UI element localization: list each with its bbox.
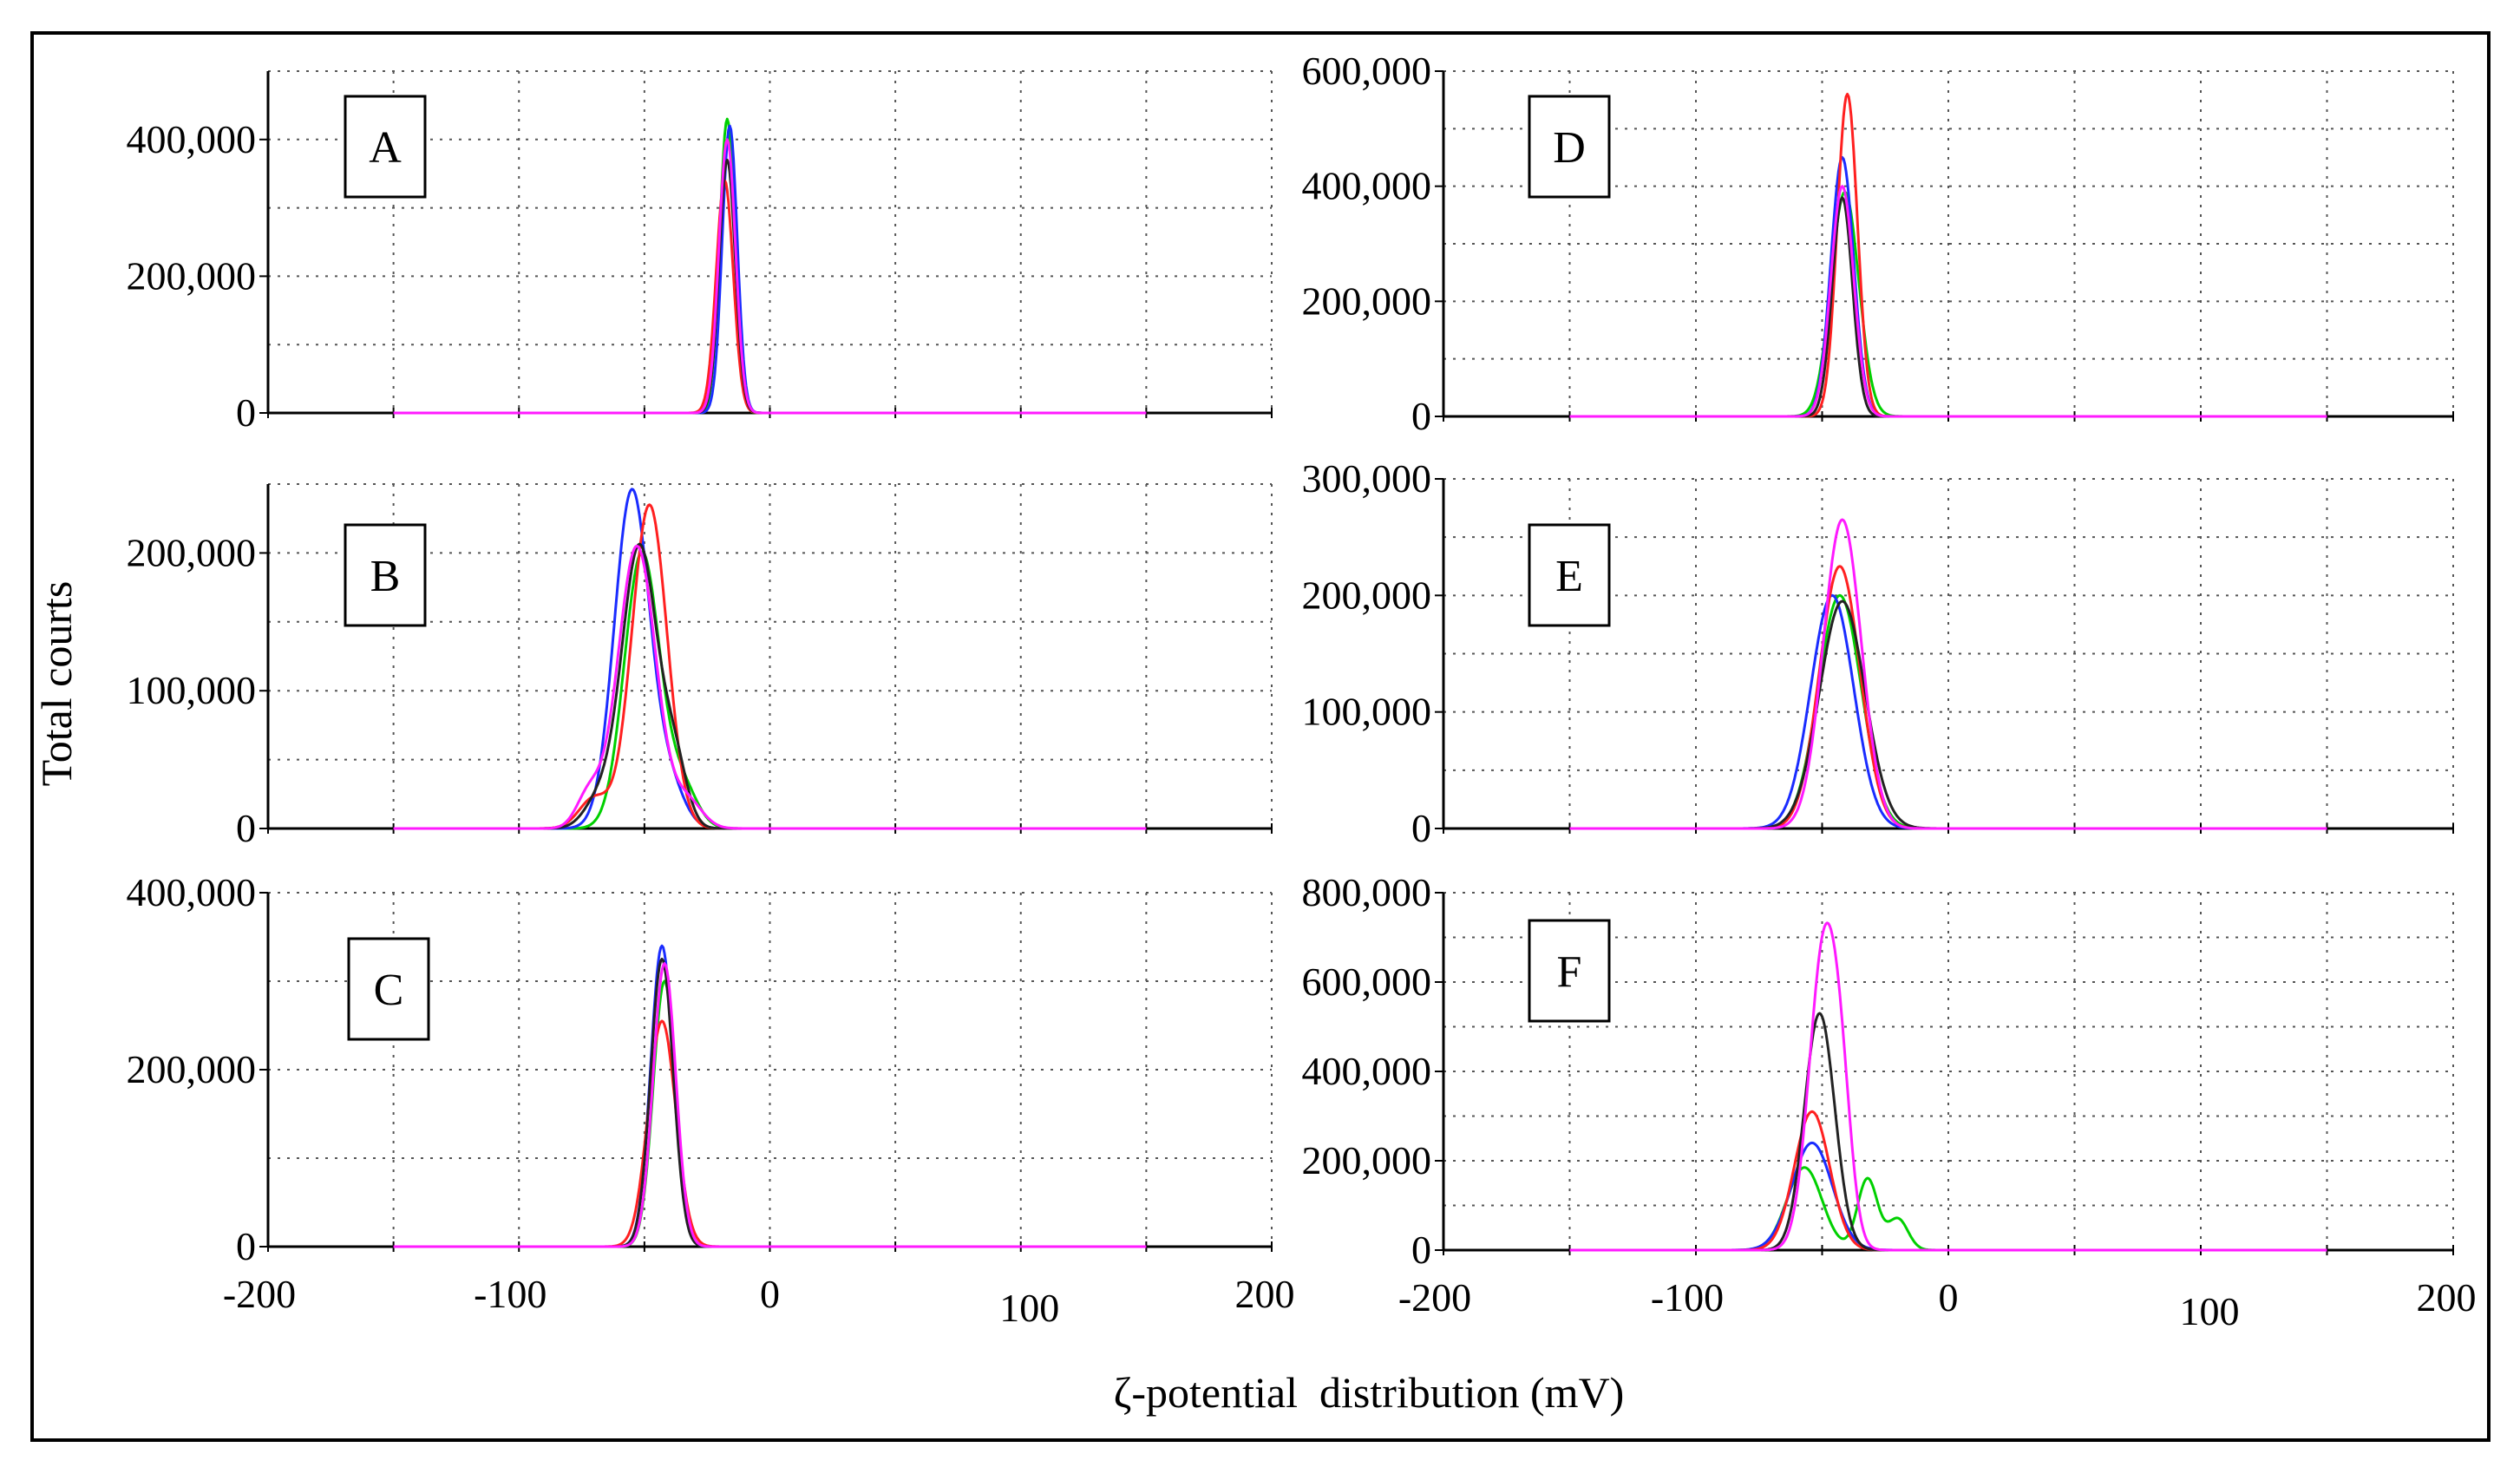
- x-tick-label-c: 200: [1235, 1272, 1295, 1316]
- series-line-b-magenta: [393, 544, 1147, 830]
- panel-label-c: C: [374, 966, 404, 1015]
- y-tick-label-a: 400,000: [127, 117, 257, 161]
- panel-b: 0 100,000 200,000 B: [127, 483, 1273, 850]
- panel-label-box-b: [344, 523, 427, 627]
- x-tick-label-c: -100: [474, 1272, 547, 1316]
- y-tick-label-f: 600,000: [1302, 959, 1432, 1004]
- y-tick-label-c: 400,000: [127, 870, 257, 914]
- panel-label-box-f: [1528, 919, 1611, 1023]
- y-tick-label-b: 0: [236, 806, 256, 850]
- y-tick-label-e: 200,000: [1302, 573, 1432, 617]
- series-line-a-magenta: [393, 138, 1147, 415]
- y-tick-label-e: 300,000: [1302, 456, 1432, 501]
- series-line-f-magenta: [1569, 921, 2327, 1252]
- panel-d: 0 200,000 400,000 600,000 D: [1302, 49, 2454, 438]
- y-tick-label-d: 600,000: [1302, 49, 1432, 93]
- panel-label-box-d: [1528, 95, 1611, 199]
- series-line-c-magenta: [393, 962, 1147, 1248]
- x-tick-label-c: 100: [999, 1286, 1059, 1330]
- y-tick-label-f: 800,000: [1302, 870, 1432, 914]
- x-tick-label-f: -100: [1651, 1275, 1724, 1320]
- panel-label-f: F: [1557, 947, 1582, 997]
- y-tick-label-d: 0: [1411, 394, 1431, 438]
- y-axis-title: Total courts: [32, 581, 81, 787]
- figure-frame: [30, 31, 2491, 1442]
- x-tick-label-c: 0: [760, 1272, 780, 1316]
- y-tick-label-b: 100,000: [127, 668, 257, 712]
- y-tick-label-d: 200,000: [1302, 278, 1432, 323]
- panel-f: 0 200,000 400,000 600,000 800,000 -200 -100 0 10…: [1302, 870, 2477, 1333]
- y-tick-label-c: 200,000: [127, 1047, 257, 1091]
- x-tick-label-f: 100: [2180, 1289, 2240, 1333]
- panel-c: 0 200,000 400,000 -200 -100 0 100 200 C: [127, 870, 1295, 1330]
- x-axis-title: ζ-potential distribution (mV): [1114, 1368, 1625, 1417]
- y-tick-label-a: 0: [236, 390, 256, 435]
- panel-label-a: A: [369, 123, 402, 173]
- y-tick-label-a: 200,000: [127, 253, 257, 298]
- y-tick-label-f: 200,000: [1302, 1138, 1432, 1182]
- panel-label-e: E: [1555, 552, 1583, 601]
- panel-label-d: D: [1553, 123, 1586, 173]
- panel-a: 0 200,000 400,000 A: [127, 70, 1273, 435]
- x-tick-label-f: 200: [2417, 1275, 2477, 1320]
- panel-label-b: B: [370, 552, 401, 601]
- x-tick-label-f: -200: [1398, 1275, 1471, 1320]
- panel-label-box-c: [347, 937, 430, 1041]
- series-line-e-magenta: [1569, 518, 2327, 830]
- panel-e: 0 100,000 200,000 300,000 E: [1302, 456, 2454, 850]
- y-tick-label-b: 200,000: [127, 530, 257, 574]
- y-tick-label-d: 400,000: [1302, 164, 1432, 208]
- y-tick-label-c: 0: [236, 1224, 256, 1268]
- y-tick-label-f: 400,000: [1302, 1049, 1432, 1093]
- panel-label-box-e: [1528, 523, 1611, 627]
- panels-group: 0 200,000 400,000 A 0 100,000 200,000 B 0 200,000…: [127, 49, 2477, 1333]
- x-tick-label-f: 0: [1939, 1275, 1959, 1320]
- y-tick-label-f: 0: [1411, 1228, 1431, 1272]
- series-line-d-magenta: [1569, 185, 2327, 418]
- x-tick-label-c: -200: [223, 1272, 296, 1316]
- y-tick-label-e: 0: [1411, 806, 1431, 850]
- panel-label-box-a: [344, 95, 427, 199]
- y-tick-label-e: 100,000: [1302, 690, 1432, 734]
